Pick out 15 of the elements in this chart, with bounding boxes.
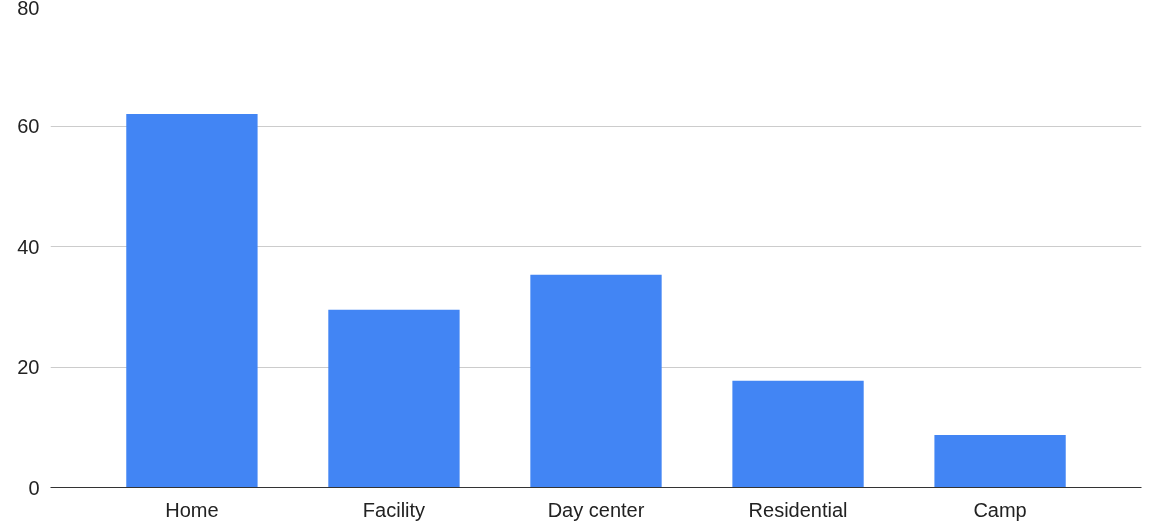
y-tick-label: 60 — [17, 115, 40, 137]
x-tick-label: Facility — [362, 498, 426, 521]
x-tick-label: Residential — [748, 498, 848, 521]
y-tick-label: 0 — [28, 476, 40, 499]
x-tick-label: Camp — [973, 498, 1027, 521]
bar — [126, 113, 258, 488]
bar — [328, 309, 460, 488]
y-tick-label: 80 — [17, 0, 40, 19]
bar — [934, 435, 1066, 488]
x-tick-label: Day center — [547, 498, 645, 521]
y-tick-label: 40 — [17, 235, 40, 258]
y-tick-label: 20 — [17, 356, 40, 378]
bar — [530, 274, 662, 488]
x-tick-label: Home — [165, 498, 219, 521]
bar — [732, 380, 864, 488]
